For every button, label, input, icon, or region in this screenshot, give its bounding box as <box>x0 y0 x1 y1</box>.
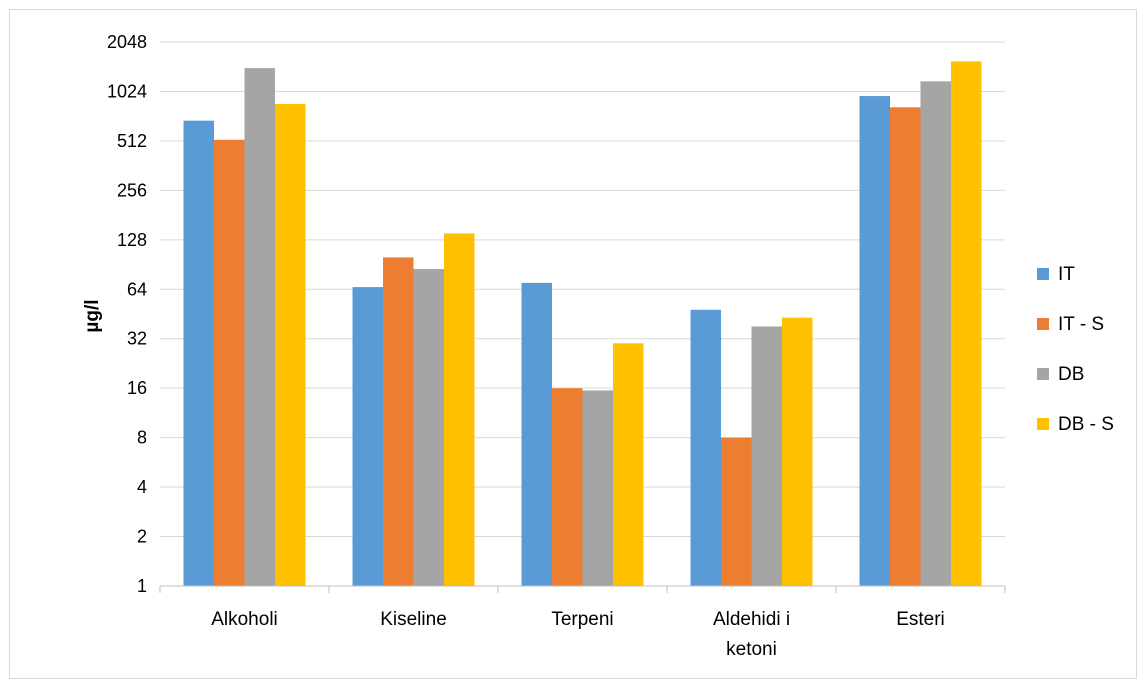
y-tick-label: 1024 <box>107 81 147 101</box>
bar <box>859 96 890 586</box>
x-tick-label: Terpeni <box>551 609 613 630</box>
bar <box>613 343 644 586</box>
legend-label: DB - S <box>1058 414 1114 435</box>
x-tick-label: Aldehidi i ketoni <box>713 609 790 660</box>
bar <box>690 309 721 586</box>
legend-label: DB <box>1058 364 1084 385</box>
y-tick-label: 2 <box>137 527 147 547</box>
y-tick-label: 2048 <box>107 32 147 52</box>
bar <box>721 437 752 586</box>
x-tick-label: Alkoholi <box>211 609 278 630</box>
legend-swatch <box>1037 318 1049 330</box>
y-tick-label: 1 <box>137 576 147 596</box>
legend-label: IT - S <box>1058 314 1104 335</box>
bar <box>582 390 613 586</box>
legend-swatch <box>1037 368 1049 380</box>
y-tick-label: 16 <box>127 378 147 398</box>
bar <box>782 317 813 586</box>
bar <box>383 257 414 586</box>
x-tick-label-line: Aldehidi i <box>713 609 790 630</box>
bar <box>183 120 214 587</box>
x-tick-label: Kiseline <box>380 609 447 630</box>
bar <box>521 282 552 586</box>
y-tick-label: 512 <box>117 131 147 151</box>
bar <box>920 81 951 586</box>
legend: IT IT - S DB DB - S <box>1037 264 1114 435</box>
bar <box>214 139 245 586</box>
bar <box>275 103 306 586</box>
y-tick-label: 128 <box>117 230 147 250</box>
bar <box>444 233 475 586</box>
y-tick-label: 64 <box>127 279 147 299</box>
y-tick-label: 256 <box>117 180 147 200</box>
legend-swatch <box>1037 418 1049 430</box>
y-tick-label: 8 <box>137 428 147 448</box>
y-tick-label: 32 <box>127 329 147 349</box>
y-axis-title: µg/l <box>82 299 103 332</box>
bar <box>352 287 383 586</box>
bar <box>751 326 782 586</box>
y-tick-label: 4 <box>137 477 147 497</box>
x-tick-label-line: ketoni <box>726 639 777 660</box>
bars <box>183 61 982 587</box>
bar <box>244 68 275 587</box>
bar <box>552 388 583 586</box>
legend-label: IT <box>1058 264 1075 285</box>
bar <box>890 107 921 586</box>
x-tick-label: Esteri <box>896 609 945 630</box>
axes: 1 2 4 8 16 32 64 128 256 512 1024 2048 Alkoholi Kisel… <box>107 32 1006 660</box>
legend-swatch <box>1037 268 1049 280</box>
bar <box>413 269 444 586</box>
bar <box>951 61 982 586</box>
